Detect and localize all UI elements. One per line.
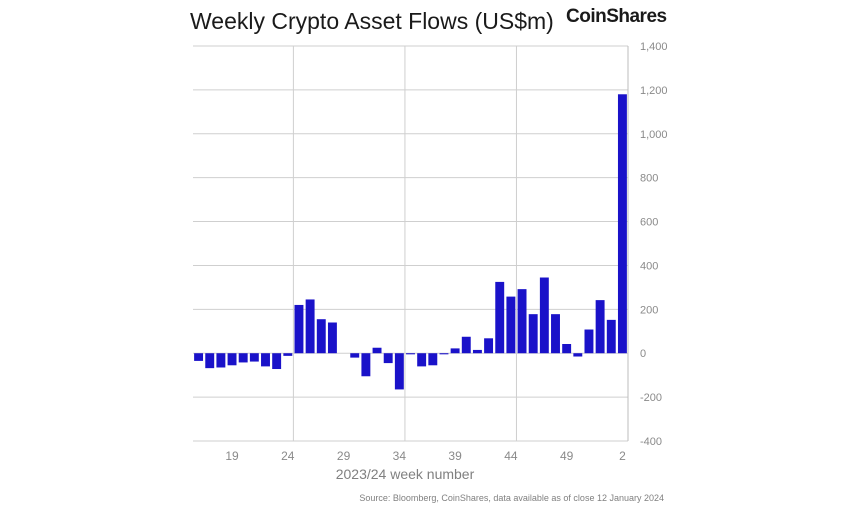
x-tick-label: 29 <box>337 449 351 463</box>
bar-week-16 <box>194 353 204 361</box>
bar-week-37 <box>428 353 438 366</box>
bar-week-49 <box>562 344 572 354</box>
y-tick-label: 1,400 <box>640 41 668 53</box>
bar-week-42 <box>484 338 494 354</box>
bar-week-21 <box>249 353 259 362</box>
x-axis-label: 2023/24 week number <box>335 466 475 482</box>
bar-week-23 <box>272 353 282 370</box>
x-tick-label: 49 <box>560 449 574 463</box>
bar-week-22 <box>261 353 270 367</box>
x-tick-label: 2 <box>619 449 626 463</box>
bar-week-40 <box>461 336 471 354</box>
bar-week-26 <box>305 299 315 354</box>
bar-week-47 <box>539 277 549 354</box>
y-tick-label: -400 <box>640 436 662 448</box>
coinshares-logo: CoinShares <box>566 6 667 27</box>
bar-week-17 <box>205 353 215 369</box>
bar-week-52 <box>595 300 605 354</box>
bar-week-36 <box>417 353 427 367</box>
bar-week-18 <box>216 353 226 368</box>
y-tick-label: 800 <box>640 173 658 185</box>
y-tick-label: -200 <box>640 392 662 404</box>
x-tick-label: 19 <box>225 449 239 463</box>
bar-week-32 <box>372 347 382 354</box>
bar-week-35 <box>406 353 415 355</box>
bar-week-31 <box>361 353 371 377</box>
y-tick-label: 1,200 <box>640 85 668 97</box>
bar-week-45 <box>517 289 527 354</box>
bar-week-19 <box>227 353 237 366</box>
y-tick-label: 1,000 <box>640 129 668 141</box>
y-tick-label: 0 <box>640 348 646 360</box>
bar-week-1 <box>606 319 616 354</box>
bar-week-44 <box>506 296 516 354</box>
bar-week-20 <box>238 353 248 363</box>
y-tick-label: 600 <box>640 217 658 229</box>
x-tick-label: 44 <box>504 449 518 463</box>
y-tick-label: 400 <box>640 260 658 272</box>
bar-week-43 <box>495 281 505 354</box>
x-tick-label: 24 <box>281 449 295 463</box>
bar-week-24 <box>283 353 293 356</box>
bar-week-34 <box>394 353 404 390</box>
x-tick-label: 34 <box>393 449 407 463</box>
bar-week-50 <box>573 353 583 357</box>
chart-title: Weekly Crypto Asset Flows (US$m) <box>190 8 554 34</box>
bar-week-51 <box>584 329 594 354</box>
bar-week-25 <box>294 304 304 354</box>
bar-week-41 <box>472 349 482 354</box>
bar-week-27 <box>316 319 326 354</box>
bar-week-46 <box>528 314 538 354</box>
bar-week-38 <box>439 353 449 355</box>
bar-week-30 <box>350 353 360 358</box>
bar-week-39 <box>450 348 460 354</box>
bar-week-33 <box>383 353 393 364</box>
bar-week-48 <box>551 314 560 354</box>
y-tick-label: 200 <box>640 304 658 316</box>
x-tick-label: 39 <box>448 449 462 463</box>
bar-week-2 <box>617 94 627 354</box>
source-note: Source: Bloomberg, CoinShares, data avai… <box>359 493 664 503</box>
bar-week-28 <box>327 322 337 354</box>
